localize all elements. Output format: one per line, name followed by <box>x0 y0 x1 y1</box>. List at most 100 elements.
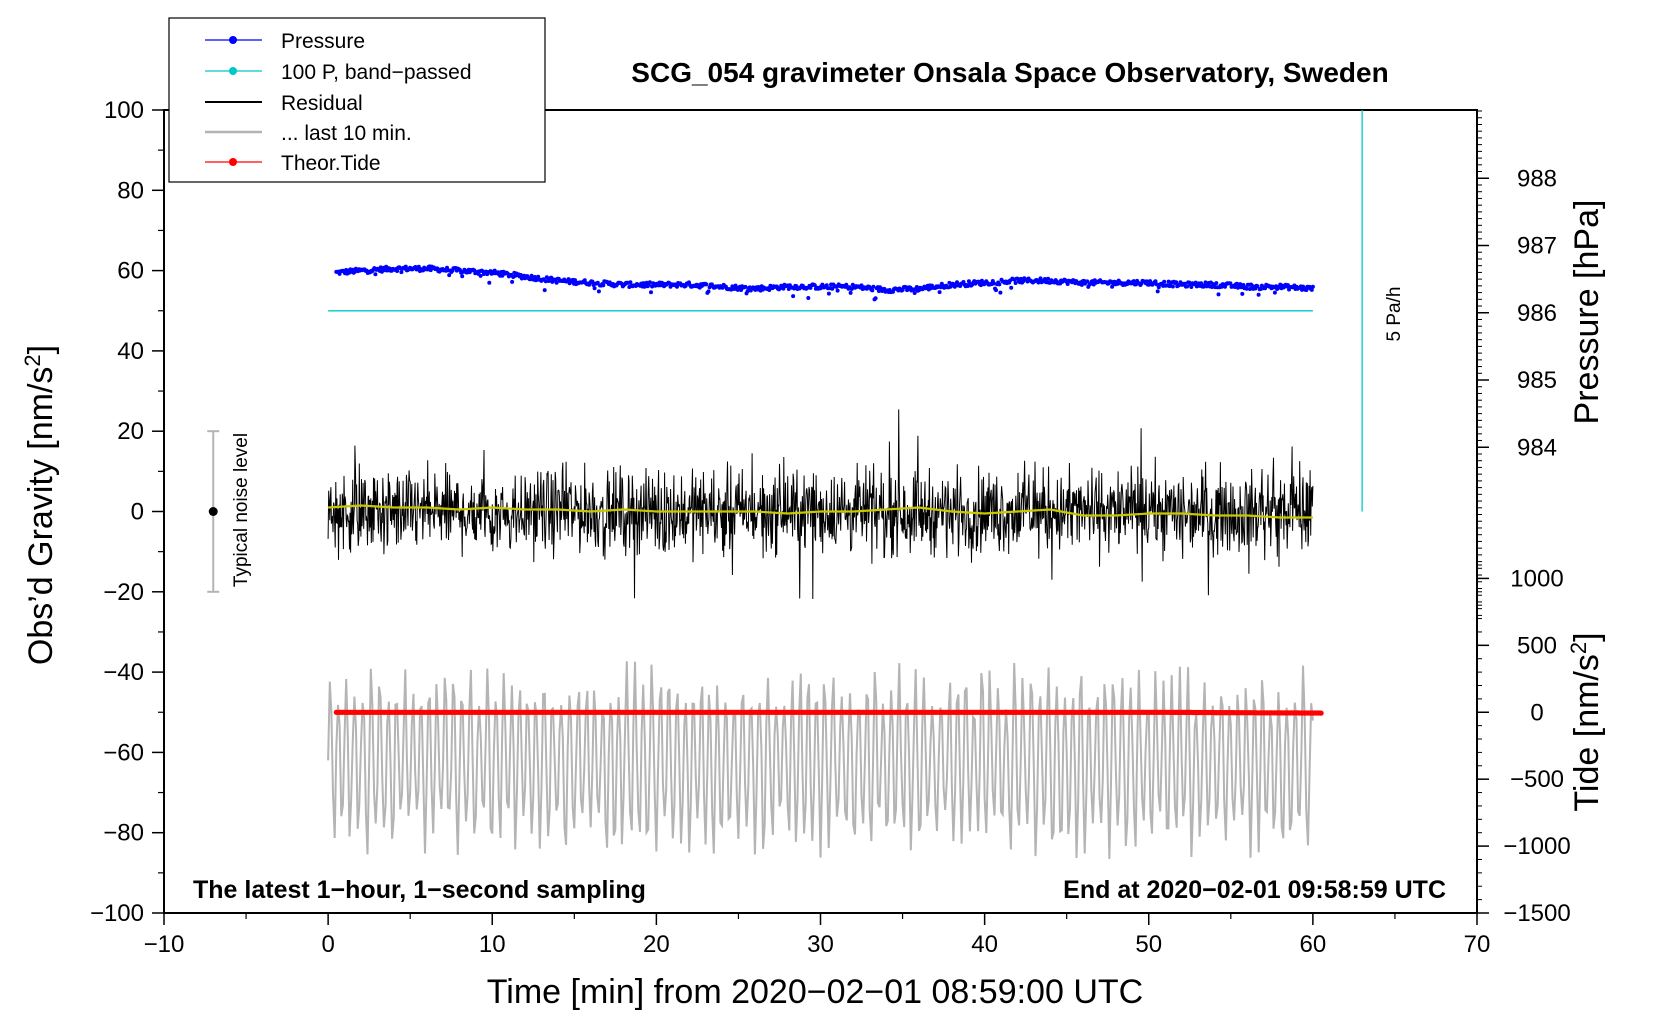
y-tick-label: −20 <box>103 579 144 606</box>
legend-label-tide: Theor.Tide <box>281 152 381 175</box>
x-tick-label: 0 <box>321 931 334 958</box>
series-pressure-point <box>650 284 655 289</box>
axis-ticks-group: −10 0 10 20 30 40 50 60 70−100−80−60−40−20020406… <box>90 97 1571 958</box>
legend-item-pressure: Pressure <box>205 30 365 53</box>
series-pressure-point <box>403 264 408 269</box>
series-pressure-point <box>379 269 384 274</box>
svg-text:5 Pa/h: 5 Pa/h <box>1384 287 1405 342</box>
x-tick-label: 60 <box>1300 931 1327 958</box>
y-tick-label: 80 <box>117 177 144 204</box>
pressure-tick-label: 987 <box>1517 233 1557 260</box>
legend-item-residual: Residual <box>205 92 363 115</box>
y-axis-title-end: ] <box>22 345 60 354</box>
series-pressure-point <box>1228 281 1233 286</box>
series-pressure-point <box>1272 290 1277 295</box>
series-pressure-point <box>914 285 919 289</box>
series-pressure-point <box>998 290 1003 295</box>
x-tick-label: 50 <box>1135 931 1162 958</box>
y-axis-title-sup: 2 <box>20 354 45 366</box>
series-pressure-point <box>1065 282 1070 286</box>
legend-marker-pressure <box>229 36 237 44</box>
series-pressure-point <box>1013 281 1018 285</box>
x-tick-label: −10 <box>144 931 185 958</box>
pressure-tick-label: 988 <box>1517 165 1557 192</box>
series-pressure-point <box>544 275 549 280</box>
series-pressure-point <box>1154 282 1159 287</box>
series-pressure-point <box>704 282 709 287</box>
legend: Pressure 100 P, band−passed Residual ...… <box>168 17 546 183</box>
series-pressure-point <box>1189 285 1194 289</box>
series-residual-smoothed-line <box>328 504 1313 519</box>
series-pressure-point <box>1144 279 1149 284</box>
tide-tick-label: −1000 <box>1503 833 1570 860</box>
tide-tick-label: 500 <box>1517 632 1557 659</box>
series-pressure-point <box>647 280 652 285</box>
series-pressure-point <box>791 294 796 299</box>
noise-bar-center-dot <box>208 507 218 516</box>
series-pressure-point <box>826 291 831 296</box>
series-pressure-point <box>596 289 601 294</box>
y-axis-title: Obs’d Gravity [nm/s2] <box>20 345 60 665</box>
series-pressure-point <box>487 280 492 285</box>
data-series-group <box>207 110 1363 860</box>
series-pressure-point <box>1155 289 1160 294</box>
series-pressure-point <box>743 284 748 289</box>
series-pressure-point <box>478 273 483 278</box>
series-pressure-point <box>373 272 378 277</box>
pressure-axis-title: Pressure [hPa] <box>1568 200 1606 425</box>
series-pressure-point <box>1131 279 1136 284</box>
legend-label-bandpassed: 100 P, band−passed <box>281 61 472 84</box>
series-pressure-point <box>1214 281 1219 286</box>
y-tick-label: 20 <box>117 418 144 445</box>
svg-text:Pressure [hPa]: Pressure [hPa] <box>1568 200 1606 425</box>
series-pressure-point <box>994 288 998 293</box>
series-pressure-point <box>595 280 600 285</box>
series-last-10-min-trace <box>327 661 1314 860</box>
series-pressure-point <box>601 283 606 288</box>
pressure-tick-label: 984 <box>1517 434 1557 461</box>
series-pressure-point <box>1174 280 1179 285</box>
tide-tick-label: −1500 <box>1503 900 1570 927</box>
x-tick-label: 20 <box>643 931 670 958</box>
x-axis-title: Time [min] from 2020−02−01 08:59:00 UTC <box>487 973 1143 1011</box>
series-pressure-point <box>870 288 875 293</box>
series-pressure-point <box>399 270 404 275</box>
series-pressure-point <box>1240 291 1245 296</box>
tide-tick-label: 1000 <box>1510 565 1563 592</box>
svg-text:Obs’d Gravity [nm/s2]: Obs’d Gravity [nm/s2] <box>20 345 60 665</box>
series-pressure-point <box>1162 279 1167 284</box>
series-pressure-point <box>675 284 679 289</box>
series-pressure-point <box>590 279 595 284</box>
legend-marker-tide <box>229 158 237 166</box>
series-pressure-point <box>1170 284 1175 289</box>
series-pressure-point <box>937 290 942 295</box>
chart-title: SCG_054 gravimeter Onsala Space Observat… <box>631 57 1388 88</box>
series-pressure-point <box>395 269 400 273</box>
y-tick-label: 0 <box>131 499 144 526</box>
x-tick-label: 40 <box>971 931 998 958</box>
series-pressure-point <box>1256 292 1261 297</box>
y-tick-label: −80 <box>103 820 144 847</box>
tide-tick-label: 0 <box>1530 699 1543 726</box>
legend-label-last10: ... last 10 min. <box>281 122 412 145</box>
series-pressure-point <box>592 286 597 291</box>
tide-axis-title: Tide [nm/s2] <box>1566 632 1606 811</box>
series-pressure-point <box>1167 284 1172 289</box>
series-pressure-point <box>447 273 452 278</box>
y-tick-label: −40 <box>103 659 144 686</box>
noise-label: Typical noise level <box>231 433 252 587</box>
series-pressure-point <box>1255 284 1260 289</box>
pressure-tick-label: 986 <box>1517 300 1557 327</box>
series-pressure-point <box>1085 279 1090 284</box>
svg-text:Tide [nm/s2]: Tide [nm/s2] <box>1566 632 1606 811</box>
tide-axis-title-sup: 2 <box>1566 642 1591 654</box>
series-pressure-point <box>848 290 853 295</box>
series-pressure-point <box>1247 287 1252 291</box>
series-pressure-point <box>1042 277 1047 281</box>
tide-axis-title-main: Tide [nm/s <box>1568 654 1606 811</box>
x-tick-label: 30 <box>807 931 834 958</box>
series-pressure-point <box>573 278 577 283</box>
series-pressure-point <box>510 279 515 284</box>
series-pressure-point <box>1310 284 1315 289</box>
